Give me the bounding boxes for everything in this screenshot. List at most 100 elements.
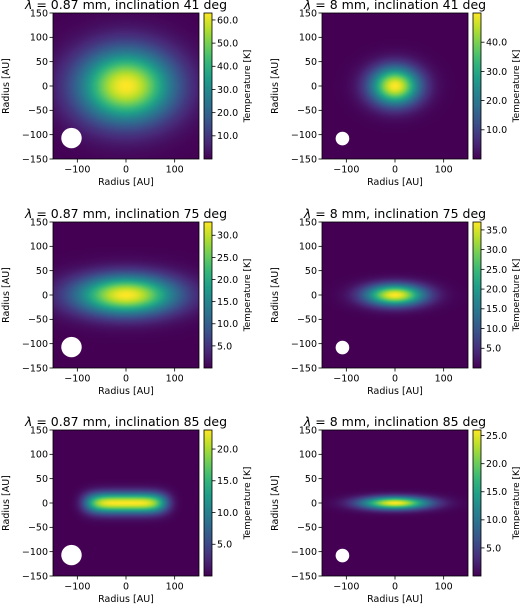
colorbar-tick-label: 5.0 [486,543,501,554]
y-tick-label: 150 [30,217,48,228]
x-tick-label: 0 [392,582,398,593]
panel-2: λ = 8 mm, inclination 41 deg −100 0 100 150 1… [270,0,520,188]
beam-ellipse [61,336,82,358]
x-tick-label: −100 [333,165,359,176]
colorbar-tick-label: 10.0 [486,324,507,335]
y-tick-label: 100 [30,33,48,44]
y-tick-label: 0 [42,290,48,301]
colorbar-tick-label: 40.0 [486,38,507,49]
y-axis-label: Radius [AU] [1,58,12,114]
y-tick-label: 100 [299,242,317,253]
y-tick-label: 50 [36,474,48,485]
y-tick-label: 0 [42,81,48,92]
colorbar-tick-label: 30.0 [486,67,507,78]
y-tick-label: −150 [291,154,317,165]
colorbar [472,12,482,160]
colorbar-tick-label: 20.0 [217,275,238,286]
colorbar-tick-label: 10.0 [217,508,238,519]
x-tick-label: 100 [166,582,184,593]
y-tick-label: 50 [305,474,317,485]
colorbar-tick-label: 15.0 [486,487,507,498]
colorbar-label: Temperature [K] [243,50,253,124]
colorbar-tick-label: 20.0 [486,96,507,107]
panel-5: λ = 0.87 mm, inclination 85 deg −100 0 100 1… [1,414,253,605]
y-tick-label: 0 [311,498,317,509]
panel-title: λ = 8 mm, inclination 41 deg [303,0,486,12]
y-tick-label: −100 [22,130,48,141]
colorbar-tick-label: 25.0 [486,265,507,276]
colorbar-tick-label: 5.0 [217,341,232,352]
x-axis-label: Radius [AU] [367,386,423,397]
beam-ellipse [335,340,350,355]
panel-1: λ = 0.87 mm, inclination 41 deg −100 0 100 1… [1,0,253,188]
colorbar-tick-label: 15.0 [217,297,238,308]
y-tick-label: −150 [22,571,48,582]
y-tick-label: −50 [28,315,48,326]
y-tick-label: 100 [299,450,317,461]
panel-title: λ = 0.87 mm, inclination 85 deg [24,414,227,429]
colorbar-label: Temperature [K] [243,467,253,541]
colorbar [203,12,213,160]
colorbar-label: Temperature [K] [512,50,520,124]
y-tick-label: −150 [22,363,48,374]
panel-title: λ = 0.87 mm, inclination 75 deg [24,206,227,221]
y-tick-label: 150 [30,425,48,436]
panel-4: λ = 8 mm, inclination 75 deg −100 0 100 150 1… [270,206,520,397]
y-tick-label: −150 [291,363,317,374]
colorbar-tick-label: 30.0 [486,245,507,256]
colorbar-tick-label: 10.0 [486,515,507,526]
x-tick-label: −100 [333,374,359,385]
x-axis-label: Radius [AU] [98,386,154,397]
y-tick-label: 150 [299,425,317,436]
y-tick-label: −50 [297,523,317,534]
colorbar [472,429,482,577]
beam-ellipse [61,544,82,566]
y-tick-label: 0 [311,290,317,301]
y-tick-label: −100 [291,130,317,141]
colorbar-tick-label: 20.0 [217,108,238,119]
x-axis-label: Radius [AU] [98,177,154,188]
y-tick-label: −50 [297,315,317,326]
beam-ellipse [335,131,350,146]
colorbar-tick-label: 25.0 [217,253,238,264]
beam-ellipse [61,127,82,149]
y-tick-label: −100 [291,547,317,558]
y-tick-label: 0 [42,498,48,509]
y-tick-label: 100 [30,450,48,461]
colorbar-tick-label: 10.0 [217,319,238,330]
y-axis-label: Radius [AU] [270,267,281,323]
x-tick-label: 100 [166,374,184,385]
x-tick-label: 0 [123,582,129,593]
y-tick-label: 150 [299,217,317,228]
x-tick-label: −100 [64,165,90,176]
x-tick-label: 100 [435,374,453,385]
y-tick-label: −100 [22,547,48,558]
y-tick-label: −150 [22,154,48,165]
x-tick-label: 0 [392,374,398,385]
colorbar-tick-label: 15.0 [217,476,238,487]
y-tick-label: 150 [299,8,317,19]
colorbar-tick-label: 20.0 [486,284,507,295]
colorbar-tick-label: 10.0 [486,125,507,136]
colorbar-label: Temperature [K] [512,467,520,541]
panel-6: λ = 8 mm, inclination 85 deg −100 0 100 150 1… [270,414,520,605]
x-tick-label: 0 [392,165,398,176]
y-tick-label: −50 [297,106,317,117]
colorbar [472,221,482,369]
y-axis-label: Radius [AU] [1,267,12,323]
x-tick-label: −100 [64,374,90,385]
y-tick-label: −100 [22,339,48,350]
colorbar-tick-label: 20.0 [486,459,507,470]
panel-title: λ = 8 mm, inclination 85 deg [303,414,486,429]
colorbar-tick-label: 30.0 [217,85,238,96]
colorbar-label: Temperature [K] [512,259,520,333]
colorbar [203,429,213,577]
panel-title: λ = 0.87 mm, inclination 41 deg [24,0,227,12]
y-tick-label: 150 [30,8,48,19]
y-axis-label: Radius [AU] [270,475,281,531]
x-axis-label: Radius [AU] [367,177,423,188]
x-tick-label: 0 [123,165,129,176]
panel-3: λ = 0.87 mm, inclination 75 deg −100 0 100 1… [1,206,253,397]
colorbar-label: Temperature [K] [243,259,253,333]
